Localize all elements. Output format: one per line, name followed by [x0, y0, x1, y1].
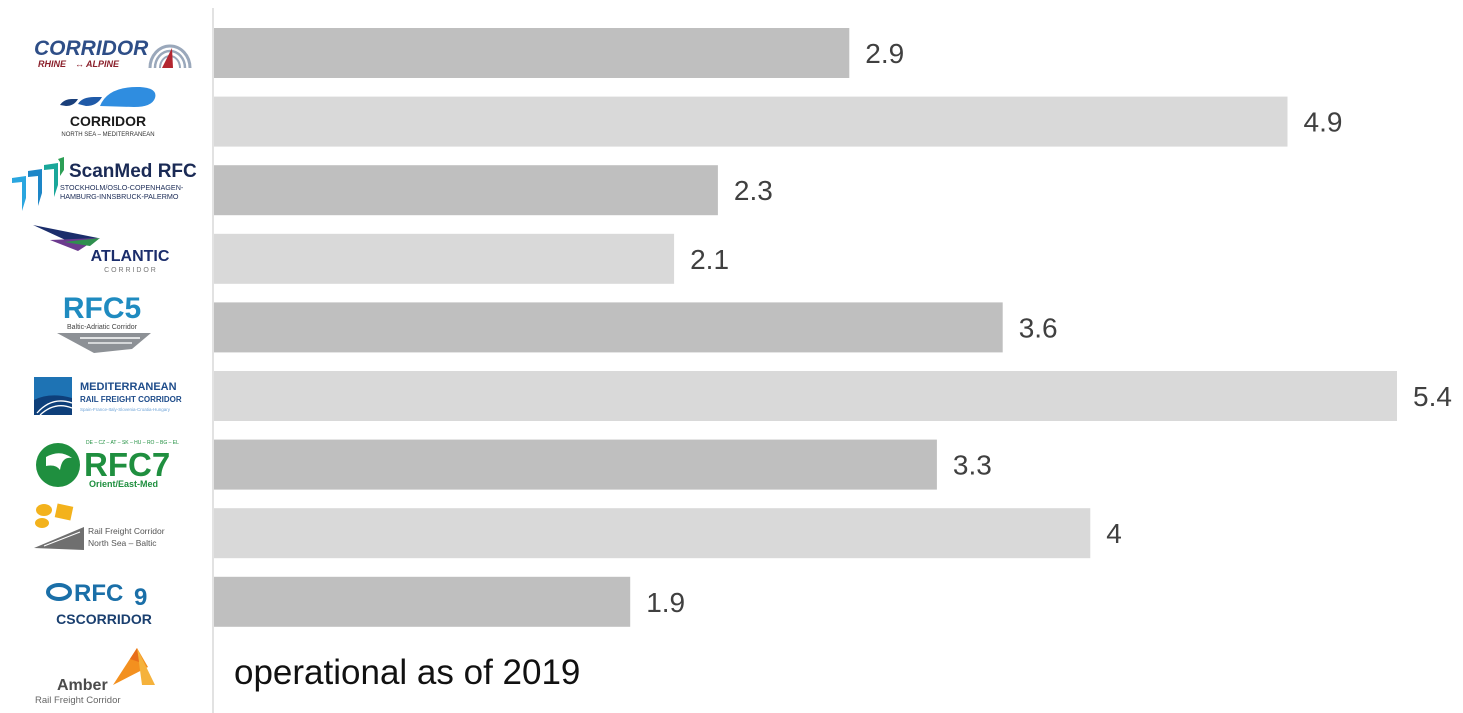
rfc7-circle-icon: [36, 443, 80, 487]
bar-8: [214, 508, 1091, 559]
north-sea-med-logo: CORRIDOR NORTH SEA – MEDITERRANEAN: [60, 86, 156, 138]
north-sea-med-swoosh-icon: [60, 86, 156, 107]
bar-3: [214, 165, 718, 216]
north-sea-baltic-logo: Rail Freight Corridor North Sea – Baltic: [34, 503, 165, 550]
bar-7: [214, 439, 937, 490]
rfc5-logo: RFC5 Baltic-Adriatic Corridor: [57, 292, 151, 353]
rhine-alpine-arc-icon: [148, 44, 192, 69]
operational-note: operational as of 2019: [234, 653, 580, 692]
mediterranean-map-icon: [34, 377, 73, 416]
rfc9-logo-subtitle: CSCORRIDOR: [56, 611, 152, 627]
scanmed-stripes-icon: [12, 157, 64, 211]
rfc7-logo: DE – CZ – AT – SK – HU – RO – BG – EL RF…: [36, 440, 179, 489]
bar-value-label-6: 5.4: [1413, 381, 1452, 412]
bar-value-label-8: 4: [1106, 518, 1122, 549]
bar-value-label-9: 1.9: [646, 587, 685, 618]
value-labels-group: 2.9 4.9 2.3 2.1 3.6 5.4 3.3 4 1.9: [646, 38, 1452, 618]
rhine-alpine-logo-word-2: ALPINE: [85, 59, 120, 69]
bar-5: [214, 302, 1003, 353]
north-sea-med-logo-title: CORRIDOR: [70, 113, 146, 129]
rhine-alpine-logo-word-1: RHINE: [38, 59, 67, 69]
rfc5-track-icon: [57, 333, 151, 353]
rfc9-logo-number: 9: [134, 584, 147, 611]
scanmed-logo-line-2: HAMBURG-INNSBRUCK-PALERMO: [60, 192, 179, 201]
rhine-alpine-logo: CORRIDOR RHINE ↔ ALPINE: [34, 37, 192, 69]
logo-column: CORRIDOR RHINE ↔ ALPINE CORRIDOR NORTH S…: [12, 37, 197, 706]
bar-1: [214, 28, 850, 78]
rfc9-logo-title: RFC: [74, 580, 123, 607]
scanmed-logo-title: ScanMed RFC: [69, 161, 197, 182]
bars-group: [214, 28, 1397, 627]
rfc7-logo-countries: DE – CZ – AT – SK – HU – RO – BG – EL: [86, 440, 179, 446]
scanmed-logo-line-1: STOCKHOLM/OSLO-COPENHAGEN-: [60, 183, 184, 192]
north-sea-med-logo-subtitle: NORTH SEA – MEDITERRANEAN: [61, 132, 154, 138]
north-sea-baltic-logo-line-2: North Sea – Baltic: [88, 538, 157, 548]
rfc5-logo-title: RFC5: [63, 292, 141, 325]
north-sea-baltic-shapes-icon: [34, 503, 84, 550]
amber-logo-subtitle: Rail Freight Corridor: [35, 695, 121, 706]
rfc9-ring-icon: [46, 583, 72, 601]
atlantic-wing-icon: [33, 225, 100, 251]
rfc7-logo-subtitle: Orient/East-Med: [89, 479, 158, 489]
atlantic-logo-subtitle: C O R R I D O R: [104, 267, 156, 274]
north-sea-baltic-logo-line-1: Rail Freight Corridor: [88, 526, 165, 536]
atlantic-logo-title: ATLANTIC: [91, 248, 170, 265]
amber-logo: Amber Rail Freight Corridor: [35, 648, 155, 706]
amber-triangle-icon: [113, 648, 155, 685]
bar-value-label-4: 2.1: [690, 244, 729, 275]
mediterranean-logo-countries: Spain-France-Italy-Slovenia-Croatia-Hung…: [80, 407, 171, 412]
mediterranean-logo-subtitle: RAIL FREIGHT CORRIDOR: [80, 395, 182, 404]
mediterranean-logo-title: MEDITERRANEAN: [80, 381, 177, 393]
bar-value-label-7: 3.3: [953, 450, 992, 481]
rhine-alpine-logo-arrow: ↔: [75, 59, 84, 69]
bar-6: [214, 371, 1397, 421]
bar-value-label-5: 3.6: [1019, 312, 1058, 343]
rhine-alpine-logo-title: CORRIDOR: [34, 37, 149, 60]
rfc5-logo-subtitle: Baltic-Adriatic Corridor: [67, 324, 138, 331]
bar-2: [214, 96, 1288, 147]
bar-value-label-3: 2.3: [734, 175, 773, 206]
rfc9-logo: RFC 9 CSCORRIDOR: [46, 580, 152, 627]
scanmed-logo: ScanMed RFC STOCKHOLM/OSLO-COPENHAGEN- H…: [12, 157, 197, 211]
amber-logo-title: Amber: [57, 677, 108, 694]
atlantic-logo: ATLANTIC C O R R I D O R: [33, 225, 170, 274]
bar-value-label-2: 4.9: [1304, 107, 1343, 138]
bar-9: [214, 576, 631, 627]
mediterranean-logo: MEDITERRANEAN RAIL FREIGHT CORRIDOR Spai…: [34, 377, 182, 416]
bar-4: [214, 233, 675, 284]
bar-value-label-1: 2.9: [865, 38, 904, 69]
rfc7-logo-title: RFC7: [84, 446, 170, 483]
